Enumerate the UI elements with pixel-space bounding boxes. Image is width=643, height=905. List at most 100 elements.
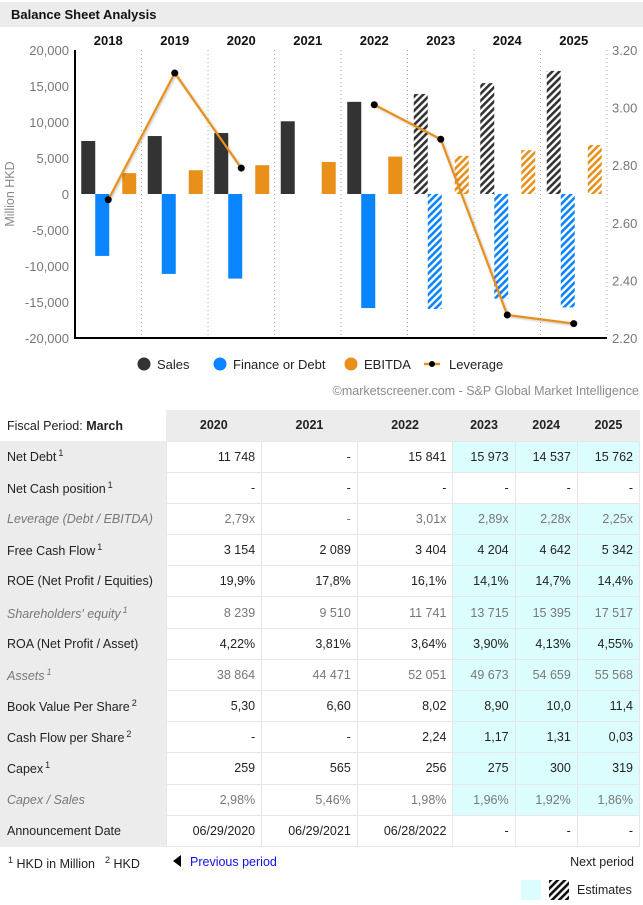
footnote-2-text: HKD [113,857,140,871]
y2-tick-label: 3.00 [612,101,637,116]
row-label: Capex 1 [0,752,166,785]
table-header-row: Fiscal Period: March 2020 2021 2022 2023 202… [0,410,640,441]
bar-ebitda-2022 [388,156,403,194]
bar-finance-or-debt-2022 [361,194,376,309]
column-header-2021: 2021 [261,410,358,441]
table-cell: 15 973 [452,440,516,473]
bar-ebitda-2025 [587,145,602,194]
leverage-line [373,103,574,325]
bar-finance-or-debt-2020 [228,194,243,279]
row-label: Capex / Sales [0,784,166,816]
footnote-marker: 1 [58,448,64,459]
table-cell: 19,9% [165,565,263,598]
y-tick-label: -20,000 [25,331,69,346]
row-label: ROE (Net Profit / Equities) [0,565,166,598]
footnote-marker: 1 [122,604,128,615]
column-header-2023: 2023 [452,410,516,441]
y-tick-label: -10,000 [25,259,69,274]
category-label-2025: 2025 [559,33,588,48]
table-cell: 5 342 [576,534,641,567]
bar-sales-2024 [480,83,495,194]
table-cell: 49 673 [452,658,516,692]
table-cell: 5,30 [165,689,263,723]
balance-sheet-table: Fiscal Period: March 2020 2021 2022 2023 202… [0,410,641,847]
footnote-1-text: HKD in Million [16,857,96,871]
table-cell: 1,17 [452,721,516,754]
table-cell: 15 762 [576,440,641,473]
estimates-label: Estimates [577,883,632,897]
table-cell: 54 659 [514,658,578,692]
category-label-2018: 2018 [94,33,123,48]
table-cell: 15 395 [514,596,578,629]
estimate-hatch-swatch [549,880,569,900]
table-row: ROE (Net Profit / Equities) 19,9% 17,8% 16,… [0,565,641,598]
table-cell: 4,55% [576,627,641,660]
table-cell: 3,81% [261,627,358,660]
bar-finance-or-debt-2023 [427,194,442,310]
footnote-marker: 2 [131,698,137,709]
table-cell: 9 510 [261,596,358,629]
table-cell: 3,90% [452,627,516,660]
y-tick-label: 5,000 [36,151,69,166]
table-cell: 52 051 [356,658,454,692]
table-cell: 44 471 [261,658,358,692]
table-cell: 2,25x [576,502,641,536]
row-label-text: Net Cash position [7,481,106,496]
bar-finance-or-debt-2019 [161,194,176,274]
row-label-text: Assets [7,668,45,683]
table-cell: 15 841 [356,440,454,473]
previous-period-link[interactable]: Previous period [173,855,277,869]
table-cell: 06/29/2020 [165,814,263,847]
bar-sales-2018 [81,141,96,194]
category-label-2021: 2021 [293,33,322,48]
leverage-point [104,196,112,204]
fiscal-period-prefix: Fiscal Period: [7,418,87,433]
leverage-point [503,311,511,319]
footnote-2-marker: 2 [105,855,111,865]
table-cell: 2,98% [165,783,263,816]
legend-swatch-icon [344,357,358,371]
leverage-point [370,101,378,109]
legend-marker-icon [429,361,435,367]
table-cell: 1,96% [452,783,516,816]
legend-label: EBITDA [364,357,411,372]
table-cell: - [261,440,358,473]
next-period-label[interactable]: Next period [570,855,634,869]
legend-swatch-icon [213,357,227,371]
footnote-1: 1 HKD in Million [6,855,95,871]
table-cell: 06/28/2022 [356,814,454,847]
table-cell: 6,60 [261,689,358,723]
leverage-point [171,69,179,77]
table-cell: - [165,721,263,754]
leverage-point [570,320,578,328]
row-label: ROA (Net Profit / Asset) [0,628,166,660]
table-cell: 14,4% [576,565,641,598]
legend-item-leverage: Leverage [424,357,503,372]
footnote-marker: 1 [46,666,52,677]
table-cell: - [576,471,641,504]
bar-ebitda-2021 [321,161,336,194]
estimates-legend: Estimates [521,880,632,900]
table-row: Capex / Sales 2,98% 5,46% 1,98% 1,96% 1,92% 1,… [0,783,641,816]
bar-ebitda-2020 [255,165,270,194]
bar-sales-2025 [546,70,561,194]
table-row: Cash Flow per Share 2- -2,24 1,17 1,31 0,03 [0,721,641,754]
table-cell: 300 [514,752,578,785]
next-period-link[interactable]: Next period [570,855,634,869]
y2-tick-label: 2.20 [612,331,637,346]
table-cell: 4,13% [514,627,578,660]
table-cell: 5,46% [261,783,358,816]
table-cell: 565 [261,752,358,785]
table-row: Free Cash Flow 1 3 154 2 089 3 404 4 204 4 642… [0,534,641,567]
table-cell: - [576,814,641,847]
table-row: Announcement Date 06/29/2020 06/29/2021 06/… [0,814,641,847]
row-label-text: ROE (Net Profit / Equities) [7,574,153,589]
footnote-marker: 1 [45,760,51,771]
previous-period-label[interactable]: Previous period [190,855,277,869]
legend-swatch-icon [137,357,151,371]
row-label: Cash Flow per Share 2 [0,721,166,754]
table-cell: 11,4 [576,689,641,723]
y-tick-label: 15,000 [29,79,69,94]
table-cell: 11 748 [165,440,263,473]
footnote-marker: 2 [126,729,132,740]
